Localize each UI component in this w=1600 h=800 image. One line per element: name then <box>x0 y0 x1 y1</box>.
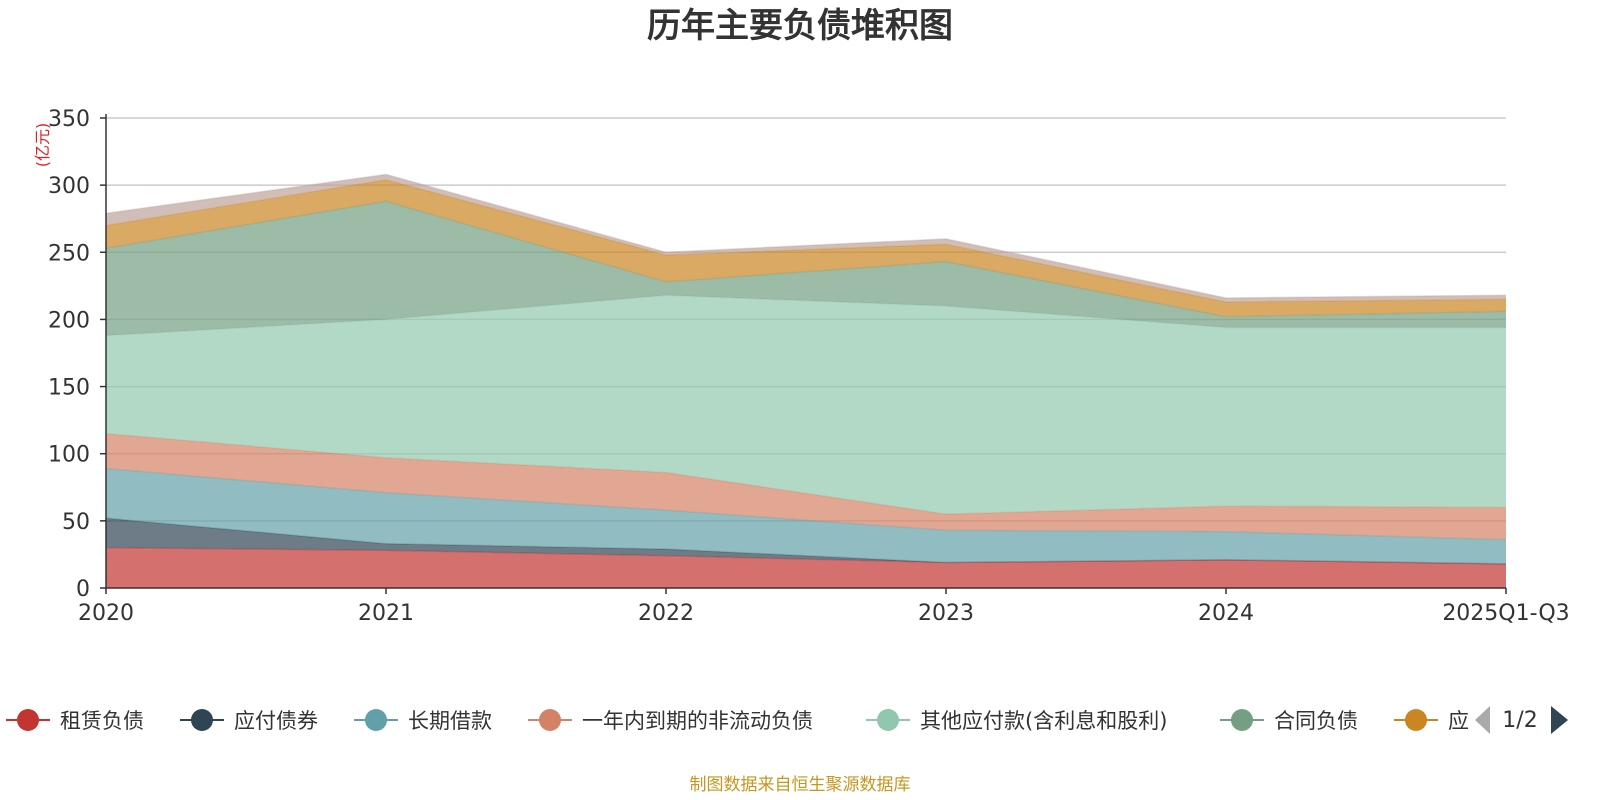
legend-circle-marker <box>191 709 213 731</box>
legend-pager: 1/2 <box>1475 706 1568 734</box>
legend-item: 合同负债 <box>1220 709 1358 733</box>
y-tick-label: 350 <box>48 107 90 132</box>
area-series-3 <box>106 468 1506 564</box>
y-tick-label: 100 <box>48 443 90 468</box>
legend-circle-marker <box>17 709 39 731</box>
area-series-6 <box>106 201 1506 336</box>
legend-item: 长期借款 <box>354 709 492 733</box>
legend-circle-marker <box>1405 709 1427 731</box>
legend-label: 合同负债 <box>1274 709 1358 733</box>
x-tick-label: 2022 <box>638 601 694 626</box>
legend-item: 租赁负债 <box>6 709 144 733</box>
y-tick-label: 250 <box>48 241 90 266</box>
legend-label: 应付债券 <box>234 709 318 733</box>
legend-item: 其他应付款(含利息和股利) <box>866 709 1167 733</box>
area-series-1 <box>106 547 1506 588</box>
y-axis-unit-label: (亿元) <box>33 123 52 168</box>
legend-next-arrow-icon[interactable] <box>1551 706 1568 734</box>
legend-label: 应 <box>1448 709 1469 733</box>
legend-label: 一年内到期的非流动负债 <box>582 709 813 733</box>
chart-title: 历年主要负债堆积图 <box>647 6 953 46</box>
legend-circle-marker <box>877 709 899 731</box>
x-tick-label: 2025Q1-Q3 <box>1442 601 1569 626</box>
area-series-5 <box>106 295 1506 515</box>
x-tick-label: 2021 <box>358 601 414 626</box>
legend-item: 一年内到期的非流动负债 <box>528 709 813 733</box>
legend-prev-arrow-icon[interactable] <box>1475 706 1490 734</box>
legend-circle-marker <box>539 709 561 731</box>
x-tick-label: 2024 <box>1198 601 1254 626</box>
legend-label: 租赁负债 <box>60 709 144 733</box>
legend-circle-marker <box>365 709 387 731</box>
x-tick-label: 2023 <box>918 601 974 626</box>
legend-label: 其他应付款(含利息和股利) <box>920 709 1167 733</box>
area-series-4 <box>106 433 1506 540</box>
y-tick-label: 0 <box>76 577 90 602</box>
x-tick-label: 2020 <box>78 601 134 626</box>
area-series-edge-2 <box>105 517 1507 565</box>
area-series-edge-8 <box>105 173 1507 299</box>
legend: 租赁负债 应付债券 长期借款 一年内到期的非流动负债 其他应付款(含利息和股利) 合同负债… <box>6 706 1568 734</box>
y-tick-label: 300 <box>48 174 90 199</box>
axes: 0 50 100 150 200 250 300 350 2020 2021 2022 2023 202… <box>48 107 1570 626</box>
y-tick-label: 200 <box>48 308 90 333</box>
y-tick-label: 50 <box>62 510 90 535</box>
legend-page-indicator: 1/2 <box>1502 708 1537 733</box>
legend-circle-marker <box>1231 709 1253 731</box>
y-tick-label: 150 <box>48 376 90 401</box>
legend-item: 应 <box>1394 709 1469 733</box>
data-source-note: 制图数据来自恒生聚源数据库 <box>690 775 911 795</box>
legend-label: 长期借款 <box>408 709 492 733</box>
area-series-layer <box>105 173 1507 588</box>
legend-item: 应付债券 <box>180 709 318 733</box>
area-series-7 <box>106 179 1506 317</box>
